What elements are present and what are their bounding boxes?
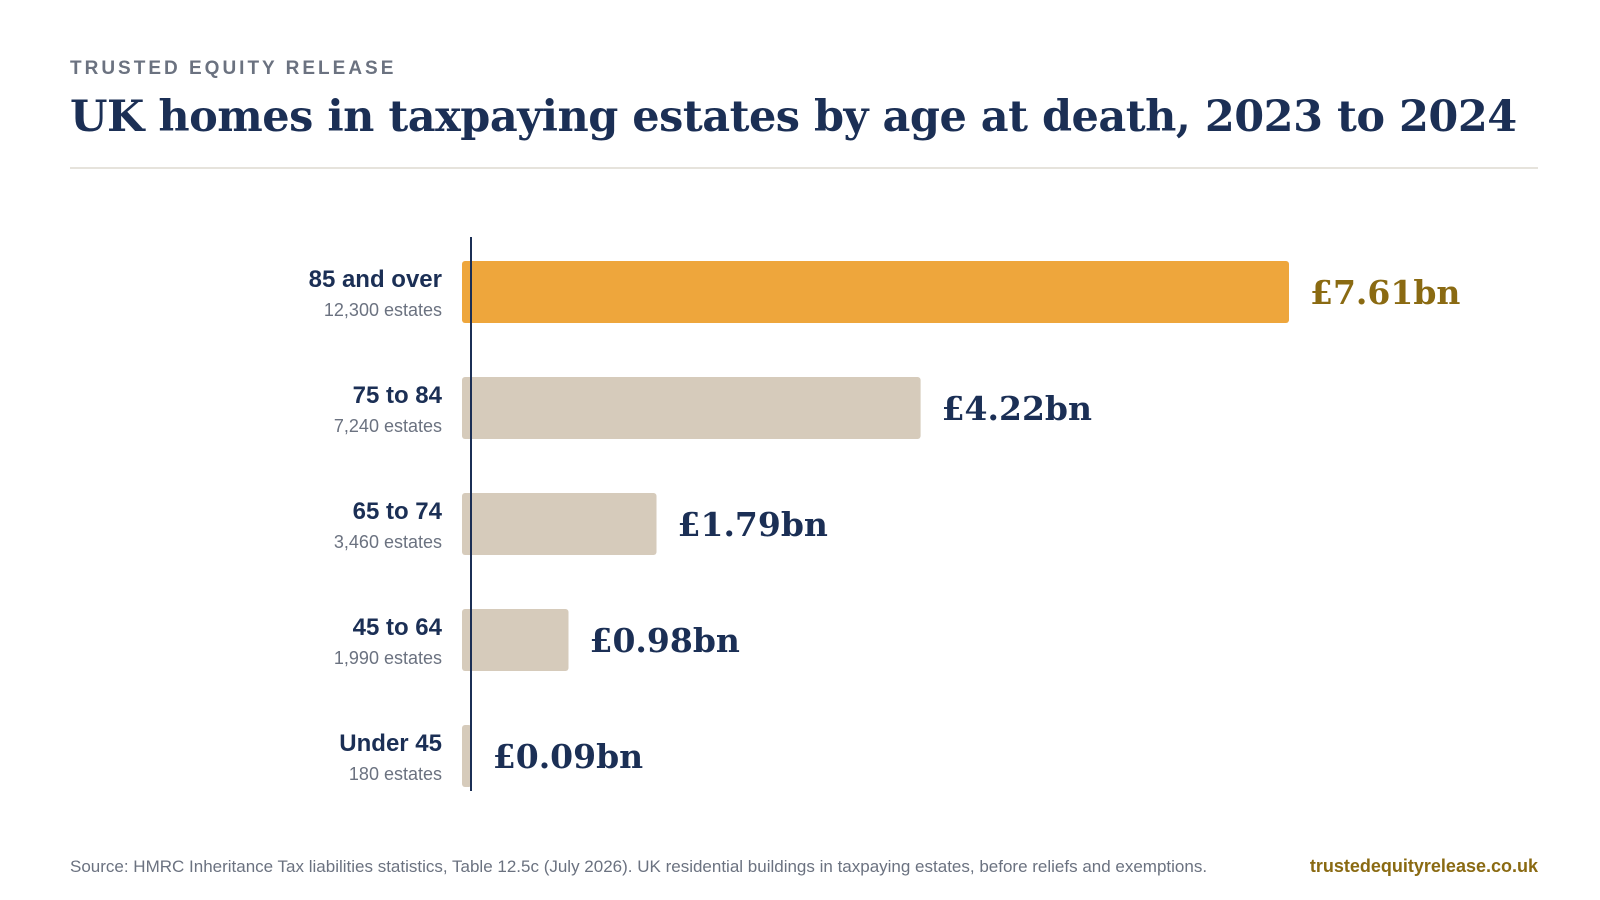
bar bbox=[462, 261, 1289, 323]
bar bbox=[462, 493, 657, 555]
value-label: £1.79bn bbox=[678, 505, 828, 544]
estates-count-label: 3,460 estates bbox=[334, 532, 442, 552]
value-label: £0.98bn bbox=[589, 621, 739, 660]
source-note: Source: HMRC Inheritance Tax liabilities… bbox=[70, 857, 1208, 876]
chart-title: UK homes in taxpaying estates by age at … bbox=[70, 92, 1517, 142]
value-label: £7.61bn bbox=[1310, 273, 1460, 312]
category-label: 75 to 84 bbox=[353, 382, 443, 409]
category-label: 85 and over bbox=[309, 266, 442, 293]
website-link[interactable]: trustedequityrelease.co.uk bbox=[1309, 856, 1538, 876]
estates-count-label: 1,990 estates bbox=[334, 648, 442, 668]
category-label: 45 to 64 bbox=[353, 614, 443, 641]
value-label: £4.22bn bbox=[942, 389, 1092, 428]
bar bbox=[462, 609, 569, 671]
category-label: Under 45 bbox=[339, 730, 442, 757]
estates-count-label: 7,240 estates bbox=[334, 416, 442, 436]
estates-count-label: 180 estates bbox=[349, 764, 442, 784]
bar bbox=[462, 377, 921, 439]
estates-count-label: 12,300 estates bbox=[324, 300, 442, 320]
category-label: 65 to 74 bbox=[353, 498, 443, 525]
value-label: £0.09bn bbox=[493, 737, 643, 776]
brand-label: TRUSTED EQUITY RELEASE bbox=[70, 58, 397, 79]
bar bbox=[462, 725, 472, 787]
title-divider bbox=[70, 167, 1538, 169]
